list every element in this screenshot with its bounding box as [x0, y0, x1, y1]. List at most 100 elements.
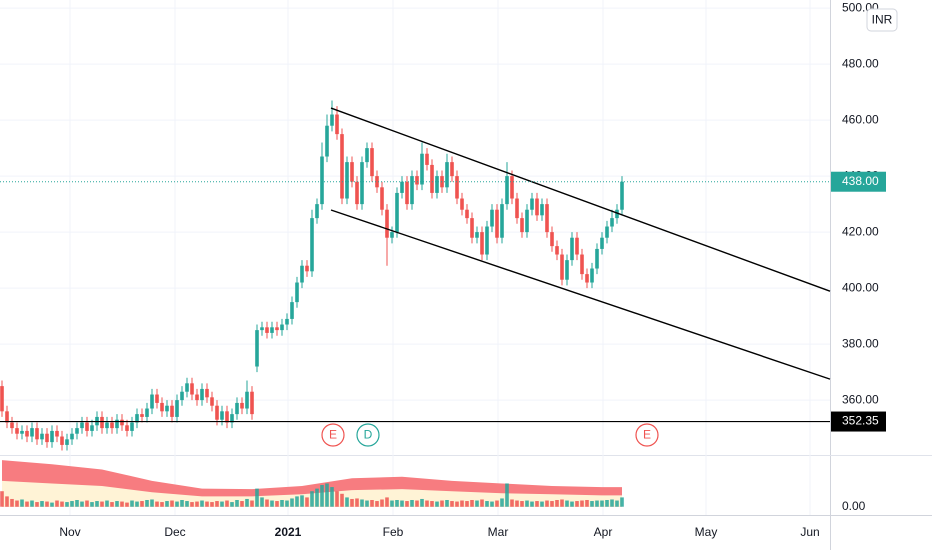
volume-bar — [15, 500, 19, 507]
volume-bar — [560, 499, 564, 507]
trend-line[interactable] — [330, 209, 831, 380]
volume-bar — [620, 497, 624, 507]
candle-body — [435, 176, 439, 193]
candle-body — [505, 176, 509, 205]
candle-body — [610, 218, 614, 227]
volume-bar — [285, 500, 289, 507]
currency-badge[interactable] — [866, 8, 898, 32]
candle-body — [585, 274, 589, 283]
volume-bar — [140, 501, 144, 507]
candle-body — [545, 204, 549, 233]
candle-body — [425, 153, 429, 165]
candle-body — [80, 422, 84, 429]
y-tick-label: 480.00 — [842, 56, 879, 70]
candle-body — [320, 156, 324, 205]
volume-bar — [175, 501, 179, 507]
volume-bar — [600, 500, 604, 507]
candle-body — [150, 394, 154, 409]
volume-bar — [150, 499, 154, 507]
volume-bar — [580, 500, 584, 507]
volume-bar — [125, 502, 129, 507]
volume-bar — [20, 499, 24, 507]
volume-bar — [400, 500, 404, 507]
volume-bar — [50, 502, 54, 507]
last-price-box — [831, 171, 886, 192]
candle-body — [535, 198, 539, 216]
event-label: E — [643, 428, 651, 442]
y-tick-label: 400.00 — [842, 280, 879, 294]
volume-bar — [450, 501, 454, 507]
candle-body — [205, 388, 209, 398]
volume-bar — [445, 500, 449, 507]
candle-body — [470, 218, 474, 238]
candle-body — [215, 405, 219, 420]
candle-body — [260, 327, 264, 331]
candle-body — [125, 425, 129, 431]
volume-bar — [165, 501, 169, 507]
candle-body — [70, 433, 74, 440]
candle-body — [550, 232, 554, 247]
event-marker[interactable] — [356, 423, 380, 447]
x-tick-label: Nov — [59, 525, 80, 539]
volume-bar — [555, 500, 559, 507]
candle-body — [525, 209, 529, 233]
candle-body — [475, 232, 479, 238]
event-marker[interactable] — [321, 423, 345, 447]
volume-bar — [170, 500, 174, 507]
candle-body — [340, 134, 344, 199]
event-marker[interactable] — [635, 423, 659, 447]
candle-body — [90, 425, 94, 431]
candle-body — [455, 176, 459, 199]
candle-body — [380, 187, 384, 210]
candle-body — [290, 302, 294, 319]
candle-body — [225, 411, 229, 423]
candle-body — [30, 428, 34, 437]
volume-bar — [375, 501, 379, 507]
candle-body — [5, 411, 9, 423]
candle-body — [445, 162, 449, 188]
candle-body — [135, 414, 139, 423]
trend-line[interactable] — [330, 107, 831, 292]
candle-body — [530, 198, 534, 210]
candle-body — [540, 204, 544, 216]
volume-bar — [75, 500, 79, 507]
volume-bar — [350, 498, 354, 507]
candle-body — [520, 218, 524, 233]
candle-body — [575, 237, 579, 255]
volume-bar — [45, 501, 49, 507]
candle-body — [285, 318, 289, 325]
candle-body — [115, 419, 119, 429]
x-tick-label: Jun — [800, 525, 819, 539]
candle-body — [240, 402, 244, 409]
volume-bar — [525, 500, 529, 507]
volume-bar — [200, 500, 204, 507]
candle-body — [480, 232, 484, 255]
grid — [0, 0, 830, 515]
volume-bar — [455, 501, 459, 507]
volume-bar — [205, 501, 209, 507]
volume-bar — [380, 499, 384, 507]
candle-body — [590, 268, 594, 283]
candle-body — [350, 162, 354, 182]
volume-bar — [410, 500, 414, 507]
candle-body — [75, 428, 79, 434]
candle-body — [190, 383, 194, 395]
volume-bar — [305, 497, 309, 507]
price-label-box — [831, 411, 886, 432]
volume-bar — [230, 502, 234, 507]
volume-bar — [355, 498, 359, 507]
candle-body — [100, 416, 104, 429]
volume-bar — [540, 501, 544, 507]
x-tick-label: Apr — [594, 525, 613, 539]
volume-bar — [505, 483, 509, 507]
volume-bar — [385, 497, 389, 507]
candle-body — [45, 433, 49, 443]
candle-body — [405, 181, 409, 205]
candle-body — [50, 430, 54, 443]
candle-body — [515, 198, 519, 219]
volume-bar — [55, 500, 59, 507]
x-tick-label: Dec — [164, 525, 185, 539]
volume-bar — [105, 500, 109, 507]
candle-body — [595, 248, 599, 269]
